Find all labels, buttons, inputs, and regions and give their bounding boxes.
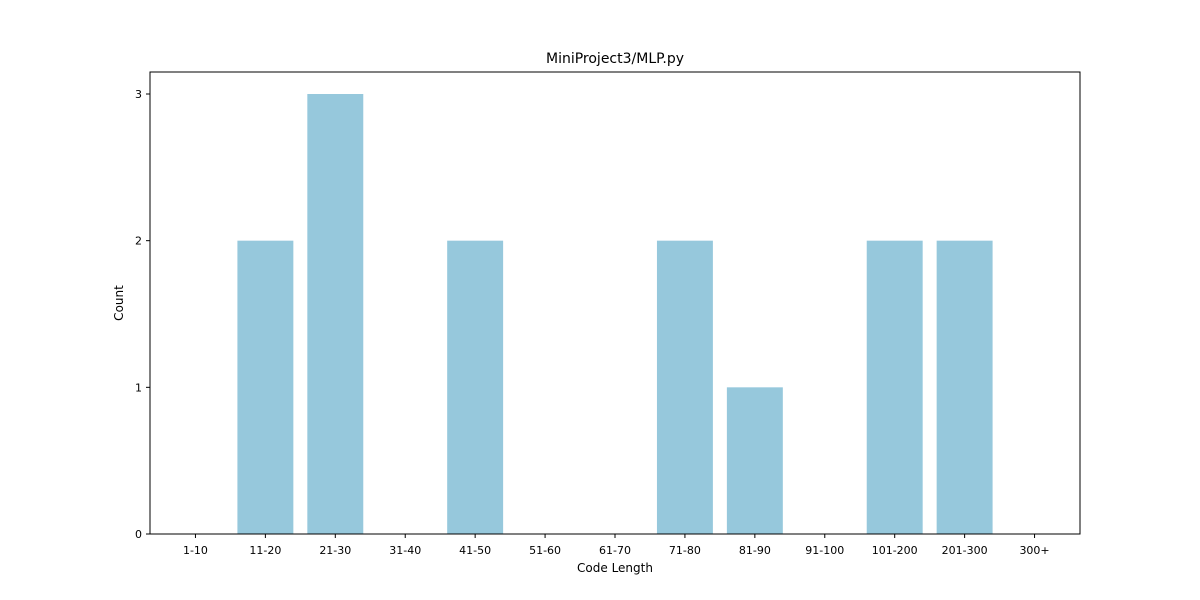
x-tick-label-71-80: 71-80: [669, 544, 701, 557]
x-tick-label-1-10: 1-10: [183, 544, 208, 557]
bar-11-20: [237, 240, 294, 535]
x-tick-label-21-30: 21-30: [319, 544, 351, 557]
x-tick-label-101-200: 101-200: [872, 544, 918, 557]
y-tick-label-1: 1: [135, 381, 142, 394]
y-tick-label-0: 0: [135, 528, 142, 541]
y-axis-label: Count: [112, 285, 126, 321]
bar-41-50: [447, 240, 504, 535]
x-tick-label-11-20: 11-20: [249, 544, 281, 557]
bar-101-200: [866, 240, 923, 535]
y-tick-label-3: 3: [135, 88, 142, 101]
x-tick-label-300: 300+: [1019, 544, 1049, 557]
bar-201-300: [936, 240, 993, 535]
x-axis-label: Code Length: [577, 561, 653, 575]
x-tick-label-41-50: 41-50: [459, 544, 491, 557]
x-tick-label-51-60: 51-60: [529, 544, 561, 557]
x-tick-label-91-100: 91-100: [805, 544, 844, 557]
bar-71-80: [656, 240, 713, 535]
y-tick-label-2: 2: [135, 235, 142, 248]
bar-81-90: [726, 387, 783, 534]
x-axis-ticks: 1-10 11-20 21-30 31-40 41-50 51-60 61-70 71-80 8…: [183, 534, 1050, 557]
x-tick-label-201-300: 201-300: [942, 544, 988, 557]
x-tick-label-31-40: 31-40: [389, 544, 421, 557]
x-tick-label-81-90: 81-90: [739, 544, 771, 557]
chart-title: MiniProject3/MLP.py: [546, 51, 684, 67]
x-tick-label-61-70: 61-70: [599, 544, 631, 557]
bars-group: [237, 94, 993, 535]
y-axis-ticks: 0 1 2 3: [135, 88, 150, 541]
bar-21-30: [307, 94, 364, 534]
